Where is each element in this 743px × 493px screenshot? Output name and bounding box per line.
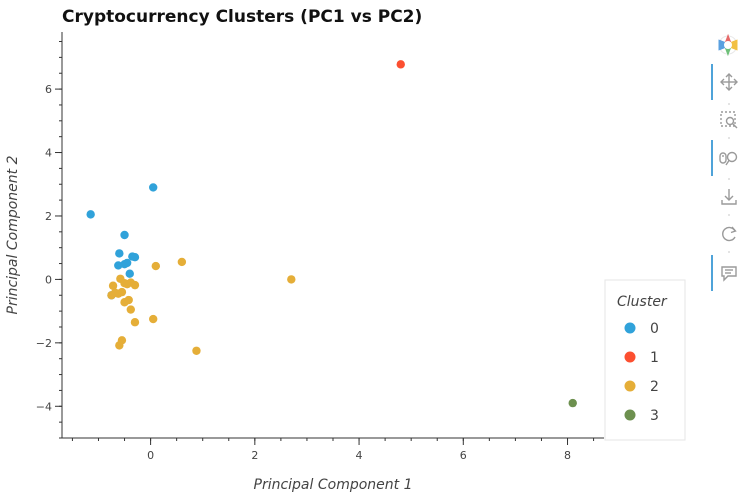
x-tick-label: 8 bbox=[564, 449, 571, 462]
data-point-cluster-2[interactable] bbox=[107, 291, 116, 300]
y-tick-label: 0 bbox=[45, 273, 52, 286]
data-points bbox=[86, 60, 577, 408]
legend-marker bbox=[624, 380, 636, 392]
save-icon[interactable] bbox=[721, 189, 737, 205]
legend-label: 1 bbox=[650, 350, 659, 366]
legend: Cluster 0 1 2 3 bbox=[604, 279, 686, 441]
data-point-cluster-2[interactable] bbox=[130, 280, 140, 290]
data-point-cluster-2[interactable] bbox=[151, 261, 161, 271]
bokeh-logo-icon[interactable] bbox=[718, 34, 738, 56]
legend-marker bbox=[624, 409, 636, 421]
x-tick-label: 6 bbox=[460, 449, 467, 462]
chart-title: Cryptocurrency Clusters (PC1 vs PC2) bbox=[62, 7, 422, 27]
y-tick-label: 6 bbox=[45, 83, 52, 96]
reset-icon[interactable] bbox=[722, 226, 737, 242]
data-point-cluster-2[interactable] bbox=[177, 257, 187, 267]
box-zoom-icon[interactable] bbox=[720, 111, 738, 129]
data-point-cluster-2[interactable] bbox=[124, 295, 133, 305]
data-point-cluster-2[interactable] bbox=[287, 275, 296, 284]
legend-title: Cluster bbox=[617, 294, 668, 310]
y-axis: −4 −2 0 2 4 6 bbox=[36, 32, 63, 439]
data-point-cluster-0[interactable] bbox=[115, 249, 124, 258]
data-point-cluster-2[interactable] bbox=[149, 314, 158, 324]
y-tick-label: −2 bbox=[36, 337, 52, 350]
hover-icon[interactable] bbox=[721, 266, 737, 282]
data-point-cluster-2[interactable] bbox=[130, 318, 140, 327]
x-tick-label: 2 bbox=[251, 449, 258, 462]
data-point-cluster-2[interactable] bbox=[115, 341, 124, 350]
data-point-cluster-0[interactable] bbox=[125, 269, 134, 278]
data-point-cluster-2[interactable] bbox=[192, 346, 201, 355]
data-point-cluster-2[interactable] bbox=[108, 281, 118, 290]
data-point-cluster-1[interactable] bbox=[396, 60, 405, 69]
data-point-cluster-0[interactable] bbox=[86, 210, 95, 219]
plot-background bbox=[62, 32, 604, 438]
data-point-cluster-2[interactable] bbox=[126, 305, 135, 314]
data-point-cluster-0[interactable] bbox=[120, 230, 129, 240]
data-point-cluster-0[interactable] bbox=[149, 183, 158, 192]
pan-icon[interactable] bbox=[720, 73, 738, 91]
data-point-cluster-0[interactable] bbox=[120, 259, 129, 269]
y-tick-label: 2 bbox=[45, 210, 52, 223]
legend-label: 2 bbox=[650, 379, 659, 395]
legend-marker bbox=[624, 351, 636, 363]
legend-label: 0 bbox=[650, 321, 659, 337]
wheel-zoom-icon[interactable] bbox=[719, 151, 738, 166]
x-tick-label: 0 bbox=[147, 449, 154, 462]
y-tick-label: 4 bbox=[45, 147, 52, 160]
legend-marker bbox=[624, 322, 636, 334]
data-point-cluster-0[interactable] bbox=[130, 253, 140, 262]
y-axis-label: Principal Component 2 bbox=[5, 155, 21, 314]
legend-box bbox=[604, 279, 686, 441]
data-point-cluster-0[interactable] bbox=[114, 261, 123, 270]
x-axis: 0 2 4 6 8 bbox=[62, 437, 604, 462]
toolbar bbox=[711, 34, 738, 291]
x-tick-label: 4 bbox=[356, 449, 363, 462]
x-axis-label: Principal Component 1 bbox=[254, 477, 413, 493]
legend-label: 3 bbox=[650, 408, 659, 424]
plot-area[interactable]: 0 2 4 6 8 −4 −2 0 2 4 6 bbox=[36, 32, 604, 462]
y-tick-label: −4 bbox=[36, 400, 52, 413]
data-point-cluster-3[interactable] bbox=[568, 398, 577, 408]
